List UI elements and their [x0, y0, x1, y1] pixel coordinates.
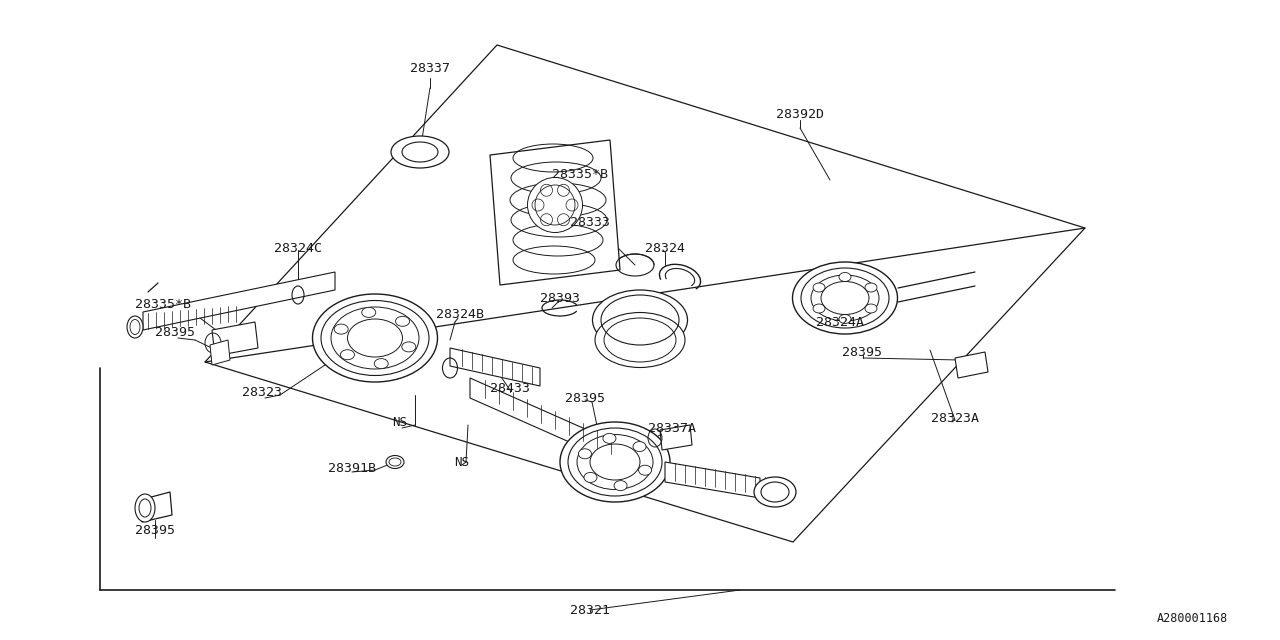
Polygon shape	[212, 322, 259, 356]
Text: 28395: 28395	[842, 346, 882, 358]
Polygon shape	[470, 378, 611, 460]
Text: 28324B: 28324B	[436, 308, 484, 321]
Text: 28337A: 28337A	[648, 422, 696, 435]
Polygon shape	[490, 140, 620, 285]
Ellipse shape	[527, 177, 582, 232]
Ellipse shape	[813, 283, 826, 292]
Ellipse shape	[312, 294, 438, 382]
Ellipse shape	[634, 442, 646, 452]
Text: 28393: 28393	[540, 291, 580, 305]
Ellipse shape	[396, 316, 410, 326]
Ellipse shape	[134, 494, 155, 522]
Text: 28324C: 28324C	[274, 241, 323, 255]
Ellipse shape	[865, 304, 877, 313]
Text: 28324A: 28324A	[817, 316, 864, 328]
Ellipse shape	[334, 324, 348, 334]
Text: 28323: 28323	[242, 385, 282, 399]
Ellipse shape	[838, 314, 851, 323]
Text: NS: NS	[393, 415, 407, 429]
Ellipse shape	[402, 342, 416, 352]
Ellipse shape	[754, 477, 796, 507]
Text: A280001168: A280001168	[1156, 611, 1228, 625]
Text: 28433: 28433	[490, 381, 530, 394]
Text: 28392D: 28392D	[776, 109, 824, 122]
Ellipse shape	[340, 349, 355, 360]
Ellipse shape	[593, 290, 687, 350]
Ellipse shape	[374, 358, 388, 369]
Ellipse shape	[584, 472, 596, 483]
Polygon shape	[140, 492, 172, 522]
Ellipse shape	[603, 433, 616, 444]
Ellipse shape	[579, 449, 591, 459]
Ellipse shape	[614, 481, 627, 491]
Ellipse shape	[792, 262, 897, 334]
Ellipse shape	[561, 422, 669, 502]
Ellipse shape	[838, 273, 851, 282]
Text: 28321: 28321	[570, 604, 611, 616]
Text: 28324: 28324	[645, 241, 685, 255]
Text: 28335*B: 28335*B	[134, 298, 191, 312]
Ellipse shape	[865, 283, 877, 292]
Text: 28323A: 28323A	[931, 412, 979, 424]
Text: NS: NS	[454, 456, 470, 468]
Ellipse shape	[390, 136, 449, 168]
Polygon shape	[451, 348, 540, 386]
Text: 28337: 28337	[410, 61, 451, 74]
Text: 28395: 28395	[564, 392, 605, 404]
Polygon shape	[955, 352, 988, 378]
Ellipse shape	[127, 316, 143, 338]
Text: 28391B: 28391B	[328, 461, 376, 474]
Ellipse shape	[362, 307, 376, 317]
Polygon shape	[666, 462, 760, 498]
Polygon shape	[660, 425, 692, 450]
Ellipse shape	[639, 465, 652, 476]
Ellipse shape	[595, 312, 685, 367]
Polygon shape	[210, 340, 230, 365]
Text: 28395: 28395	[155, 326, 195, 339]
Ellipse shape	[813, 304, 826, 313]
Text: 28335*B: 28335*B	[552, 168, 608, 182]
Text: 28333: 28333	[570, 216, 611, 228]
Text: 28395: 28395	[134, 524, 175, 536]
Ellipse shape	[387, 456, 404, 468]
Polygon shape	[143, 272, 335, 330]
